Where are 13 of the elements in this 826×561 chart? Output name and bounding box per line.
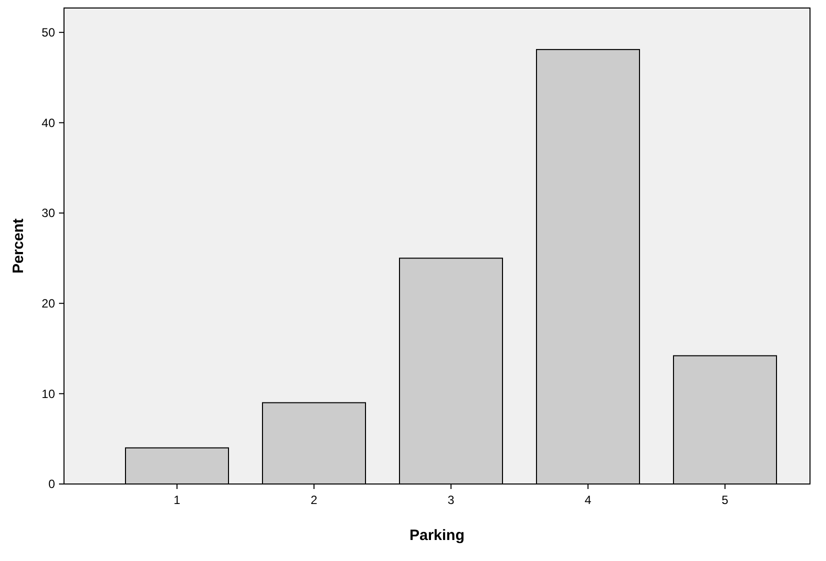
x-tick-label: 2: [310, 493, 318, 507]
y-tick-label: 30: [42, 206, 56, 220]
x-tick-label: 1: [174, 493, 181, 507]
y-tick-label: 50: [42, 26, 56, 40]
y-tick-label: 20: [42, 296, 56, 311]
y-axis-title: Percent: [10, 218, 27, 274]
x-axis-title: Parking: [409, 527, 465, 544]
y-tick-label: 0: [48, 477, 56, 492]
x-tick-label: 4: [584, 493, 592, 507]
x-tick-label: 3: [448, 493, 455, 507]
y-tick-label: 10: [42, 386, 56, 401]
x-tick-label: 5: [722, 493, 729, 507]
y-tick-label: 40: [42, 116, 56, 130]
